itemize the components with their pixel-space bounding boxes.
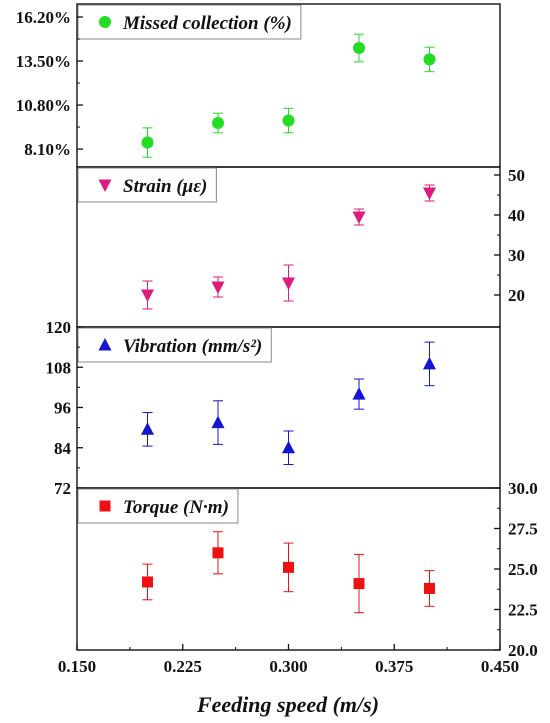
legend-marker (98, 338, 112, 351)
y-tick-label: 120 (46, 318, 72, 337)
data-point (141, 136, 154, 149)
y-tick-label: 8.10% (24, 140, 71, 159)
x-tick-label: 0.225 (164, 657, 202, 676)
data-point (211, 415, 225, 429)
y-tick-label: 22.5 (508, 601, 538, 620)
x-tick-label: 0.450 (481, 657, 519, 676)
y-tick-label: 27.5 (508, 520, 538, 539)
data-point (352, 211, 366, 224)
y-tick-label: 10.80% (16, 96, 71, 115)
y-tick-label: 84 (54, 439, 72, 458)
y-tick-label: 30 (508, 246, 525, 265)
panel-1: 8.10% 10.80% 13.50% 16.20% Missed collection… (16, 3, 501, 168)
data-point (353, 42, 365, 55)
data-point (424, 582, 435, 594)
legend-label: Missed collection (%) (122, 13, 292, 34)
x-axis-title: Feeding speed (m/s) (196, 692, 379, 717)
x-tick-label: 0.150 (58, 657, 96, 676)
legend-label: Strain (με) (123, 176, 207, 197)
x-axis: 0.150 0.225 0.300 0.375 0.450 (58, 644, 519, 676)
y-tick-label: 72 (54, 479, 71, 498)
legend-box (77, 327, 272, 363)
data-point (352, 387, 366, 400)
legend-marker (99, 500, 111, 512)
legend-marker (98, 179, 112, 192)
x-tick-label: 0.300 (269, 657, 307, 676)
chart-panels: 8.10% 10.80% 13.50% 16.20% Missed collection… (16, 3, 538, 660)
y-tick-label: 13.50% (16, 52, 71, 71)
data-point (282, 440, 295, 454)
x-tick-label: 0.375 (375, 657, 413, 676)
y-tick-label: 20.0 (508, 641, 538, 660)
y-tick-label: 108 (46, 358, 72, 377)
data-point (142, 576, 153, 588)
data-point (423, 356, 436, 370)
legend-label: Vibration (mm/s²) (123, 336, 262, 357)
data-point (423, 53, 436, 66)
data-point (282, 277, 295, 290)
data-point (282, 114, 295, 127)
y-tick-label: 25.0 (508, 560, 538, 579)
panel-3: 72 84 96 108 120 Vibration (mm/s²) (46, 318, 501, 498)
y-tick-label: 40 (508, 206, 525, 225)
data-point (141, 289, 154, 302)
y-tick-label: 16.20% (16, 8, 71, 27)
y-tick-label: 20 (508, 286, 525, 305)
data-point (283, 561, 294, 573)
legend-box (77, 4, 302, 40)
data-point (141, 422, 154, 435)
data-point (211, 281, 225, 294)
data-point (423, 187, 436, 200)
legend-box (77, 488, 239, 524)
panel-2: 20 30 40 50 Strain (με) (76, 166, 525, 328)
y-tick-label: 96 (54, 399, 71, 418)
data-point (212, 116, 224, 129)
data-point (212, 547, 224, 559)
legend-label: Torque (N·m) (123, 497, 229, 518)
legend-box (77, 167, 217, 203)
y-tick-label: 50 (508, 166, 525, 185)
panel-4: 20.0 22.5 25.0 27.5 30.0 Torque (N·m) (76, 479, 538, 660)
legend-marker (99, 16, 111, 28)
data-point (353, 578, 365, 590)
y-tick-label: 30.0 (508, 479, 538, 498)
